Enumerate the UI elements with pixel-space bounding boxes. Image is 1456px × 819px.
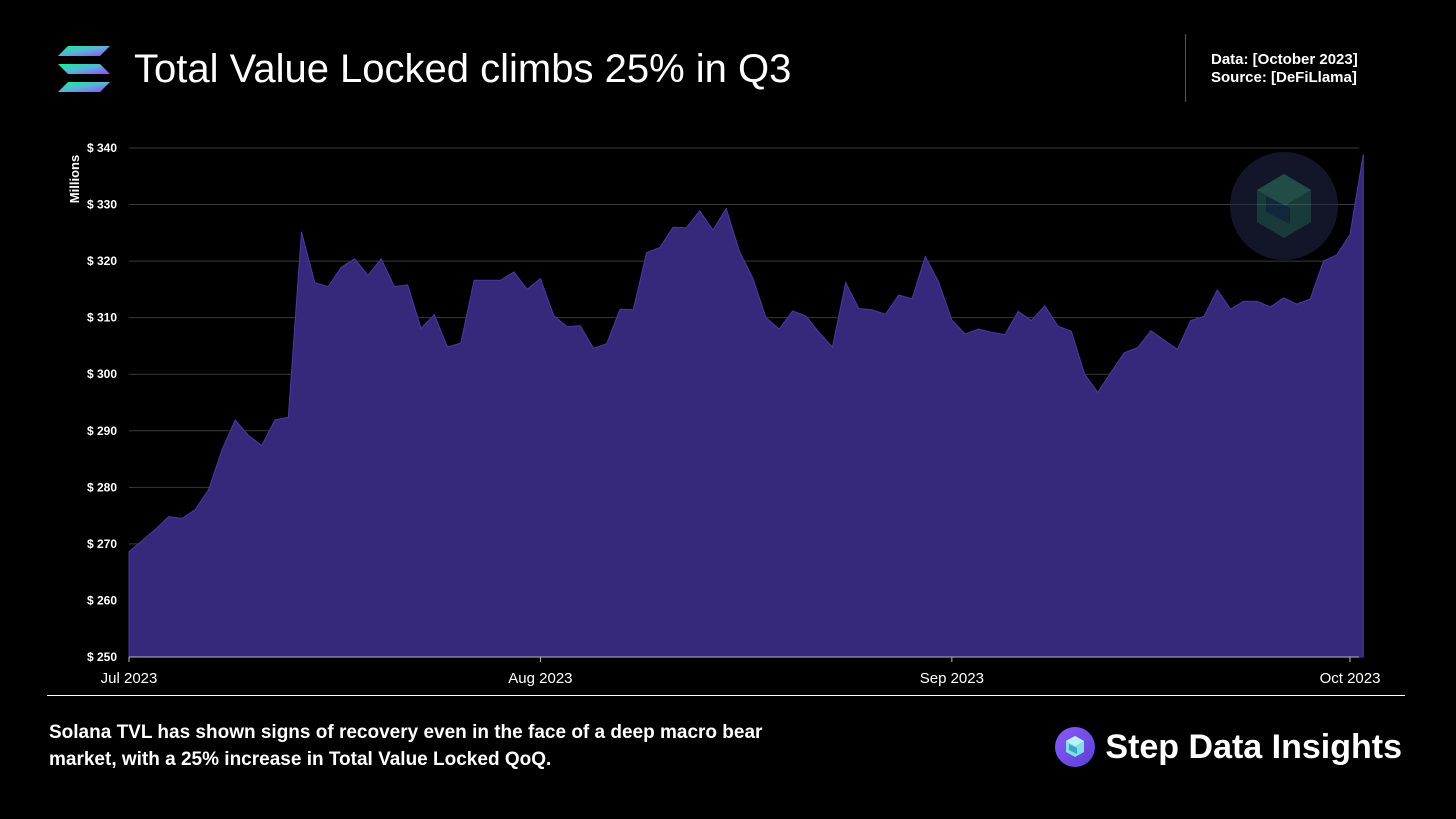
brand-name: Step Data Insights — [1105, 727, 1402, 766]
y-tick-label: $ 330 — [87, 198, 117, 212]
header-divider — [1185, 34, 1186, 102]
data-date-label: Data: [October 2023] — [1211, 51, 1358, 68]
y-axis-ticks: $ 250 $ 260 $ 270 $ 280 $ 290 $ 300 $ 310 $ 320… — [87, 141, 117, 664]
y-axis-label: Millions — [67, 155, 82, 203]
source-label: Source: [DeFiLlama] — [1211, 69, 1357, 86]
y-tick-label: $ 340 — [87, 141, 117, 155]
y-tick-label: $ 320 — [87, 254, 117, 268]
step-watermark-icon — [1230, 152, 1338, 260]
x-tick-label: Sep 2023 — [920, 670, 984, 687]
y-tick-label: $ 310 — [87, 311, 117, 325]
x-tick-label: Aug 2023 — [508, 670, 572, 687]
x-tick-label: Jul 2023 — [101, 670, 158, 687]
y-tick-label: $ 260 — [87, 593, 117, 607]
y-tick-label: $ 270 — [87, 537, 117, 551]
footer-divider — [47, 695, 1405, 696]
chart-caption: Solana TVL has shown signs of recovery e… — [49, 722, 763, 770]
y-tick-label: $ 280 — [87, 480, 117, 494]
y-tick-label: $ 300 — [87, 367, 117, 381]
tvl-area-series — [128, 154, 1364, 658]
page-title: Total Value Locked climbs 25% in Q3 — [134, 47, 792, 91]
y-tick-label: $ 290 — [87, 424, 117, 438]
x-axis-ticks: Jul 2023 Aug 2023 Sep 2023 Oct 2023 — [101, 657, 1381, 687]
tvl-area-chart: $ 250 $ 260 $ 270 $ 280 $ 290 $ 300 $ 310 $ 320… — [67, 141, 1381, 687]
solana-logo-icon — [58, 46, 110, 92]
y-tick-label: $ 250 — [87, 650, 117, 664]
x-tick-label: Oct 2023 — [1320, 670, 1381, 687]
source-info: Data: [October 2023] Source: [DeFiLlama] — [1211, 51, 1358, 87]
brand-signature: Step Data Insights — [1055, 727, 1402, 767]
step-logo-icon — [1055, 727, 1096, 767]
